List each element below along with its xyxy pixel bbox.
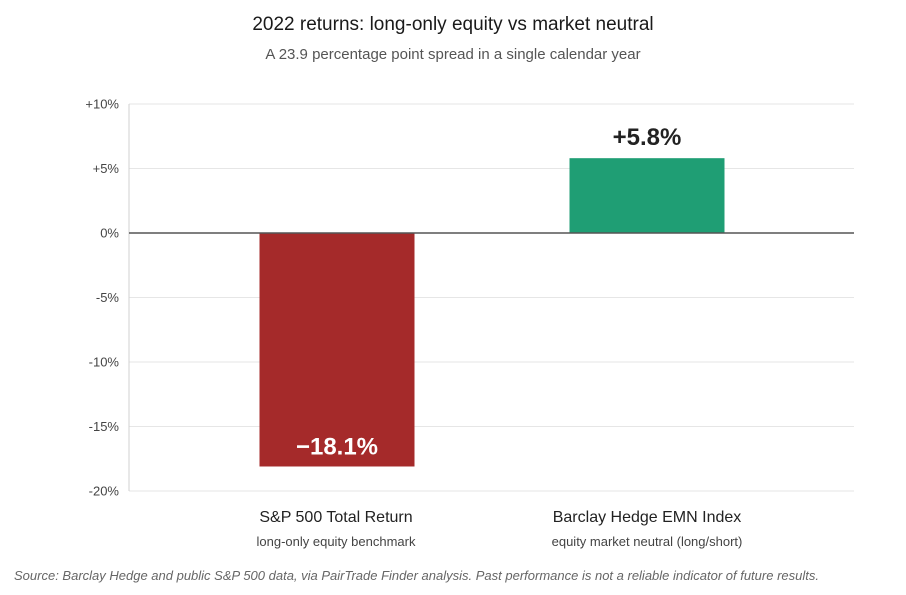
source-note: Source: Barclay Hedge and public S&P 500… bbox=[14, 568, 819, 583]
chart-title: 2022 returns: long-only equity vs market… bbox=[252, 14, 654, 35]
category-label-sp500: S&P 500 Total Return long-only equity be… bbox=[216, 509, 456, 549]
bar bbox=[259, 233, 415, 467]
bar-chart: +10% +5% 0% -5% -10% -15% -20% −18.1% +5.8% bbox=[85, 97, 854, 499]
bar bbox=[569, 158, 725, 233]
y-tick-label: -15% bbox=[89, 419, 120, 434]
y-tick-label: -20% bbox=[89, 484, 120, 499]
chart-subtitle: A 23.9 percentage point spread in a sing… bbox=[265, 46, 641, 63]
y-tick-label: +10% bbox=[85, 97, 119, 112]
category-name: S&P 500 Total Return bbox=[259, 509, 413, 526]
category-name: Barclay Hedge EMN Index bbox=[552, 509, 742, 526]
bar-data-label: −18.1% bbox=[296, 433, 378, 460]
y-tick-label: 0% bbox=[100, 226, 119, 241]
y-tick-label: -5% bbox=[96, 290, 120, 305]
y-tick-label: -10% bbox=[89, 355, 120, 370]
y-tick-label: +5% bbox=[93, 161, 120, 176]
bar-data-label: +5.8% bbox=[613, 124, 682, 151]
category-subtitle: equity market neutral (long/short) bbox=[551, 534, 743, 549]
category-label-emn: Barclay Hedge EMN Index equity market ne… bbox=[527, 509, 767, 549]
category-subtitle: long-only equity benchmark bbox=[256, 534, 416, 549]
